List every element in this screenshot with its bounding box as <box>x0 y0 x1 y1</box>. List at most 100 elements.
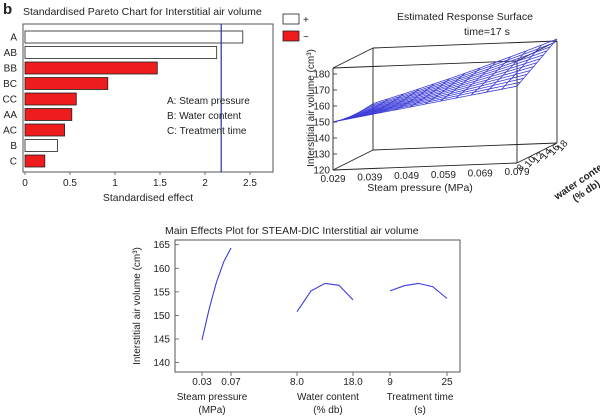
surface-mesh-line <box>369 42 554 107</box>
main-effect-line-treatment-time <box>389 282 448 299</box>
main-effects-y-axis-label: Interstitial air volume (cm³) <box>132 247 143 365</box>
surface-x-axis-label: Steam pressure (MPa) <box>367 182 473 194</box>
pareto-category-label-c: C <box>10 157 17 168</box>
legend-swatch-negative <box>282 30 300 42</box>
main-effects-x-tick-label: 18.0 <box>343 377 363 388</box>
pareto-bar-c <box>24 154 46 168</box>
surface-x-tick-label: 0.039 <box>357 173 382 184</box>
main-effects-x-tick-label: 0.07 <box>221 377 241 388</box>
pareto-bar-ab <box>24 46 218 59</box>
pareto-bar-bc <box>24 77 109 90</box>
surface-mesh-line <box>349 66 534 118</box>
surface-box-edge <box>372 40 558 49</box>
main-effects-y-tick-label: 150 <box>153 311 170 322</box>
surface-y-tick-label: 8 <box>515 162 527 174</box>
main-effects-y-tick-label: 155 <box>153 287 170 298</box>
pareto-annotation-c: C: Treatment time <box>167 126 247 137</box>
surface-mesh-line <box>501 44 542 90</box>
surface-z-tick-label: 120 <box>313 166 330 177</box>
factor-unit-treatment-time: (s) <box>414 405 426 416</box>
pareto-x-tick-label: 2 <box>202 178 208 189</box>
pareto-title: Standardised Pareto Chart for Interstiti… <box>23 6 262 18</box>
surface-z-tick-label: 160 <box>313 102 330 113</box>
surface-subtitle: time=17 s <box>464 26 510 38</box>
surface-z-tick-label: 150 <box>313 118 330 129</box>
surface-mesh-line <box>342 74 528 120</box>
pareto-plot-frame <box>22 23 274 173</box>
pareto-x-tick-label: 2.5 <box>243 178 257 189</box>
pareto-category-label-bc: BC <box>3 79 17 90</box>
main-effect-line-steam-pressure <box>201 247 232 341</box>
surface-x-tick-label: 0.069 <box>468 168 493 179</box>
main-effects-title: Main Effects Plot for STEAM-DIC Intersti… <box>165 225 419 237</box>
pareto-bar-ac <box>24 123 65 137</box>
pareto-annotation-a: A: Steam pressure <box>167 96 250 107</box>
surface-mesh-line <box>346 70 531 119</box>
surface-x-tick-label: 0.059 <box>431 170 456 181</box>
response-surface-chart: Estimated Response Surface time=17 s 120… <box>306 11 600 213</box>
pareto-x-tick-label: 0.5 <box>63 178 77 189</box>
main-effects-x-tick-label: 25 <box>441 377 453 388</box>
pareto-x-tick-label: 1.5 <box>153 178 167 189</box>
main-effects-x-tick-label: 0.03 <box>192 377 212 388</box>
panel-label: b <box>3 1 12 18</box>
pareto-x-tick-label: 1 <box>112 178 118 189</box>
surface-x-tick-label: 0.049 <box>394 171 419 182</box>
surface-box-edge <box>332 60 518 69</box>
main-effects-x-tick-label: 9 <box>387 377 393 388</box>
legend-label-positive: + <box>303 15 309 26</box>
pareto-category-label-ac: AC <box>3 126 17 137</box>
surface-mesh-line <box>516 38 558 87</box>
surface-x-tick-label: 0.079 <box>504 167 529 178</box>
main-effects-chart: Main Effects Plot for STEAM-DIC Intersti… <box>132 225 461 416</box>
pareto-category-label-a: A <box>10 33 17 44</box>
main-effects-y-tick-label: 145 <box>153 335 170 346</box>
pareto-category-label-cc: CC <box>3 95 17 106</box>
surface-box-edge <box>332 47 374 69</box>
surface-box-edge <box>332 149 374 171</box>
main-effects-y-tick-label: 160 <box>153 264 170 275</box>
factor-label-steam-pressure: Steam pressure <box>177 392 248 403</box>
surface-z-tick-label: 130 <box>313 150 330 161</box>
surface-mesh-line <box>372 38 558 104</box>
surface-box-edge <box>332 162 518 171</box>
pareto-x-tick-label: 0 <box>22 178 28 189</box>
surface-x-tick-label: 0.029 <box>320 174 345 185</box>
legend-swatch-positive <box>282 13 300 25</box>
main-effect-line-water-content <box>296 282 354 313</box>
legend-label-negative: − <box>303 32 309 43</box>
surface-z-tick-label: 140 <box>313 134 330 145</box>
factor-unit-water-content: (% db) <box>313 405 342 416</box>
surface-z-tick-label: 170 <box>313 86 330 97</box>
pareto-category-label-b: B <box>10 141 17 152</box>
surface-box-edge <box>516 142 558 164</box>
factor-label-water-content: Water content <box>297 392 359 403</box>
pareto-legend: + − <box>282 13 309 43</box>
factor-unit-steam-pressure: (MPa) <box>198 405 225 416</box>
pareto-annotation-b: B: Water content <box>167 111 241 122</box>
pareto-bar-b <box>24 139 58 152</box>
factor-label-treatment-time: Treatment time <box>387 392 454 403</box>
pareto-chart: Standardised Pareto Chart for Interstiti… <box>3 6 309 204</box>
surface-mesh-line <box>356 58 541 114</box>
surface-mesh-line <box>366 46 551 109</box>
pareto-bar-cc <box>24 92 77 106</box>
main-effects-y-tick-label: 140 <box>153 358 170 369</box>
pareto-category-label-bb: BB <box>4 64 18 75</box>
surface-mesh-line <box>455 62 496 99</box>
pareto-bar-a <box>24 30 244 44</box>
pareto-category-label-ab: AB <box>4 48 18 59</box>
pareto-bar-bb <box>24 61 158 75</box>
surface-title: Estimated Response Surface <box>397 11 533 23</box>
surface-z-tick-label: 180 <box>313 70 330 81</box>
pareto-bar-aa <box>24 108 73 121</box>
surface-z-axis-label: Interstitial air volume (cm³) <box>306 49 317 167</box>
pareto-category-label-aa: AA <box>4 110 18 121</box>
pareto-x-axis-label: Standardised effect <box>103 192 193 204</box>
surface-y-axis-label: water content (% db) <box>552 155 600 213</box>
main-effects-x-tick-label: 8.0 <box>290 377 304 388</box>
main-effects-plot-frame <box>174 239 461 373</box>
surface-box-edge <box>372 142 558 151</box>
main-effects-y-tick-label: 165 <box>153 240 170 251</box>
